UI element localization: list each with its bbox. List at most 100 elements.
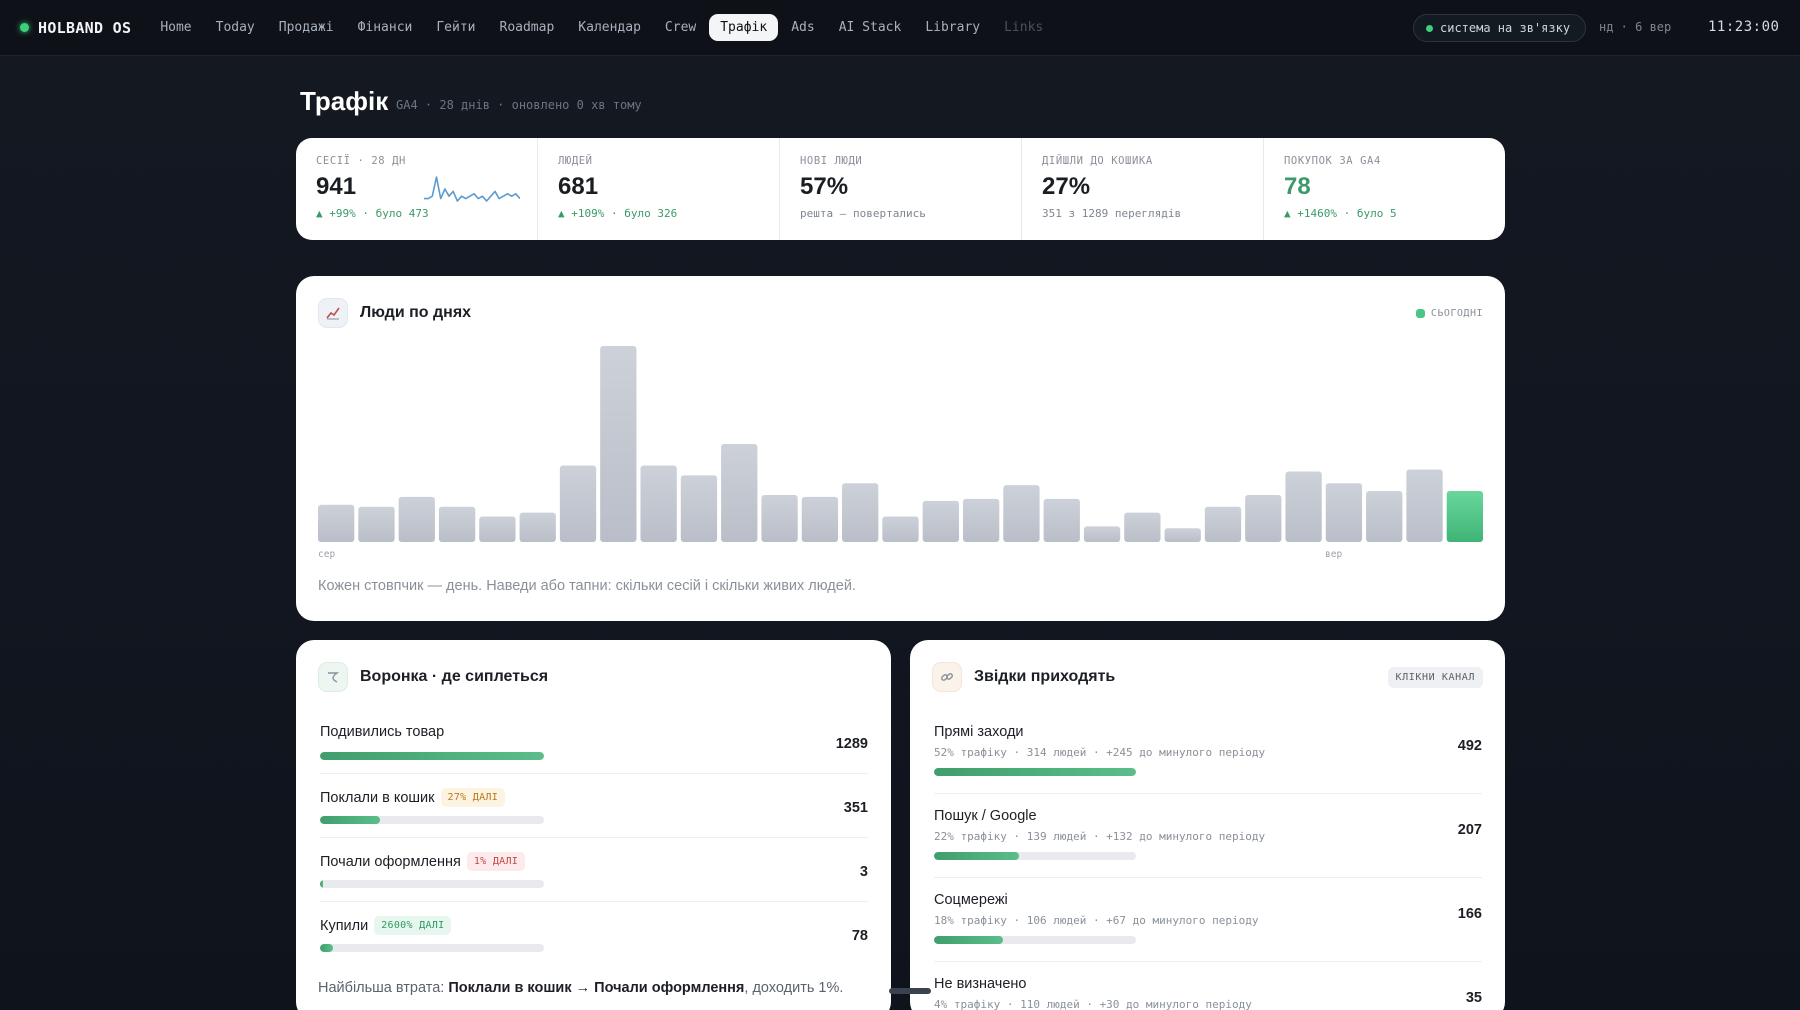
kpi-value: 941 bbox=[316, 173, 357, 200]
scroll-handle[interactable] bbox=[889, 988, 931, 994]
traffic-sources-card: Звідки приходять КЛІКНИ КАНАЛ Прямі захо… bbox=[910, 640, 1505, 1010]
funnel-step-value: 78 bbox=[851, 928, 868, 944]
system-status-label: система на зв'язку bbox=[1440, 21, 1571, 35]
funnel-footer-step: Поклали в кошик → Почали оформлення bbox=[448, 980, 745, 996]
funnel-step-label: Почали оформлення bbox=[320, 853, 461, 870]
day-bar[interactable] bbox=[1083, 526, 1121, 542]
page-title: Трафік bbox=[300, 86, 389, 116]
click-channel-hint: КЛІКНИ КАНАЛ bbox=[1387, 667, 1483, 688]
today-bar[interactable] bbox=[1446, 491, 1483, 542]
source-channel-row[interactable]: Прямі заходи 52% трафіку · 314 людей · +… bbox=[934, 710, 1482, 794]
funnel-card: Воронка · де сиплеться Подивились товар … bbox=[296, 640, 891, 1010]
today-legend-swatch bbox=[1415, 309, 1425, 318]
funnel-step-value: 351 bbox=[843, 800, 868, 816]
funnel-step-label-wrap: Почали оформлення 1% ДАЛІ bbox=[320, 852, 526, 871]
day-bar[interactable] bbox=[680, 475, 718, 542]
nav-item-ads[interactable]: Ads bbox=[791, 20, 815, 35]
funnel-progress-fill bbox=[320, 880, 324, 888]
funnel-step-value: 3 bbox=[859, 864, 868, 880]
funnel-progress-fill bbox=[320, 944, 334, 952]
kpi-people[interactable]: ЛЮДЕЙ 681 ▲ +109% · було 326 bbox=[538, 138, 780, 240]
nav-item-crew[interactable]: Crew bbox=[664, 20, 697, 35]
brand[interactable]: HOLBAND OS bbox=[20, 19, 131, 37]
kpi-delta: ▲ +1460% · було 5 bbox=[1284, 207, 1397, 220]
day-bar[interactable] bbox=[1285, 471, 1322, 542]
day-bar[interactable] bbox=[1245, 494, 1282, 542]
day-bar[interactable] bbox=[1164, 528, 1201, 542]
source-channel-row[interactable]: Пошук / Google 22% трафіку · 139 людей ·… bbox=[934, 794, 1482, 878]
nav-item-home[interactable]: Home bbox=[160, 20, 192, 35]
kpi-label: ДІЙШЛИ ДО КОШИКА bbox=[1042, 155, 1153, 167]
day-bar[interactable] bbox=[801, 496, 839, 542]
nav-item-roadmap[interactable]: Roadmap bbox=[499, 20, 555, 35]
day-bar[interactable] bbox=[358, 506, 395, 542]
funnel-progress-track bbox=[320, 944, 544, 952]
funnel-step-label: Подивились товар bbox=[320, 724, 445, 740]
funnel-icon bbox=[318, 662, 348, 692]
funnel-step[interactable]: Купили 2600% ДАЛІ 78 bbox=[320, 902, 868, 966]
kpi-new-people[interactable]: НОВІ ЛЮДИ 57% решта — повертались bbox=[780, 138, 1022, 240]
day-bar[interactable] bbox=[318, 504, 355, 542]
day-bar[interactable] bbox=[438, 506, 476, 542]
day-bar[interactable] bbox=[600, 346, 637, 542]
day-bar[interactable] bbox=[1043, 498, 1080, 542]
day-bar[interactable] bbox=[1366, 491, 1403, 542]
source-progress-fill bbox=[934, 852, 1019, 860]
day-bar[interactable] bbox=[1325, 483, 1363, 542]
nav-item-sales[interactable]: Продажі bbox=[278, 20, 334, 35]
nav-item-library[interactable]: Library bbox=[925, 20, 981, 35]
nav-item-ai-stack[interactable]: AI Stack bbox=[838, 20, 902, 35]
funnel-progress-track bbox=[320, 752, 544, 760]
nav-item-calendar[interactable]: Календар bbox=[578, 20, 641, 35]
kpi-note: 351 з 1289 переглядів bbox=[1042, 207, 1182, 220]
day-bar[interactable] bbox=[1003, 485, 1040, 542]
day-bar[interactable] bbox=[922, 500, 959, 542]
source-meta: 18% трафіку · 106 людей · +67 до минулог… bbox=[934, 914, 1259, 927]
day-bar[interactable] bbox=[559, 465, 597, 542]
funnel-progress-fill bbox=[320, 816, 381, 824]
day-bar[interactable] bbox=[962, 498, 1000, 542]
card-header: Звідки приходять bbox=[932, 662, 1115, 692]
kpi-value: 78 bbox=[1284, 173, 1311, 200]
nav-item-gates[interactable]: Гейти bbox=[436, 20, 476, 35]
conversion-badge: 2600% ДАЛІ bbox=[374, 916, 452, 935]
source-progress-track bbox=[934, 852, 1136, 860]
nav-item-traffic[interactable]: Трафік bbox=[709, 14, 779, 41]
day-bar[interactable] bbox=[842, 483, 879, 542]
funnel-footer-suffix: , доходить 1%. bbox=[744, 980, 844, 996]
kpi-reached-cart[interactable]: ДІЙШЛИ ДО КОШИКА 27% 351 з 1289 перегляд… bbox=[1022, 138, 1264, 240]
funnel-step[interactable]: Почали оформлення 1% ДАЛІ 3 bbox=[320, 838, 868, 902]
day-bar[interactable] bbox=[1204, 506, 1242, 542]
funnel-step[interactable]: Подивились товар 1289 bbox=[320, 710, 868, 774]
funnel-footer-prefix: Найбільша втрата: bbox=[318, 980, 449, 996]
funnel-step[interactable]: Поклали в кошик 27% ДАЛІ 351 bbox=[320, 774, 868, 838]
conversion-badge: 27% ДАЛІ bbox=[440, 788, 506, 807]
sessions-sparkline bbox=[424, 176, 520, 202]
kpi-purchases[interactable]: ПОКУПОК ЗА GA4 78 ▲ +1460% · було 5 bbox=[1264, 138, 1505, 240]
nav-item-finance[interactable]: Фінанси bbox=[357, 20, 413, 35]
system-status-badge: система на зв'язку bbox=[1413, 14, 1586, 42]
day-bar[interactable] bbox=[398, 496, 435, 542]
day-bar[interactable] bbox=[519, 512, 556, 542]
day-bar[interactable] bbox=[882, 516, 919, 542]
nav-item-today[interactable]: Today bbox=[215, 20, 255, 35]
day-bar[interactable] bbox=[1406, 469, 1443, 542]
kpi-label: СЕСІЇ · 28 ДН bbox=[316, 155, 406, 167]
source-meta: 52% трафіку · 314 людей · +245 до минуло… bbox=[934, 746, 1266, 759]
day-bar[interactable] bbox=[721, 444, 758, 542]
legend-label: СЬОГОДНІ bbox=[1430, 308, 1483, 319]
source-channel-row[interactable]: Соцмережі 18% трафіку · 106 людей · +67 … bbox=[934, 878, 1482, 962]
card-title: Воронка · де сиплеться bbox=[360, 668, 549, 685]
source-channel-row[interactable]: Не визначено 4% трафіку · 110 людей · +3… bbox=[934, 962, 1482, 1010]
daily-bar-chart[interactable] bbox=[318, 344, 1483, 542]
status-dot-icon bbox=[20, 23, 29, 32]
kpi-label: ПОКУПОК ЗА GA4 bbox=[1284, 155, 1381, 167]
day-bar[interactable] bbox=[761, 494, 798, 542]
source-progress-track bbox=[934, 936, 1136, 944]
day-bar[interactable] bbox=[479, 516, 516, 542]
nav-item-links[interactable]: Links bbox=[1004, 20, 1044, 35]
day-bar[interactable] bbox=[640, 465, 677, 542]
funnel-progress-fill bbox=[320, 752, 544, 760]
kpi-sessions[interactable]: СЕСІЇ · 28 ДН 941 ▲ +99% · було 473 bbox=[296, 138, 538, 240]
day-bar[interactable] bbox=[1124, 512, 1161, 542]
